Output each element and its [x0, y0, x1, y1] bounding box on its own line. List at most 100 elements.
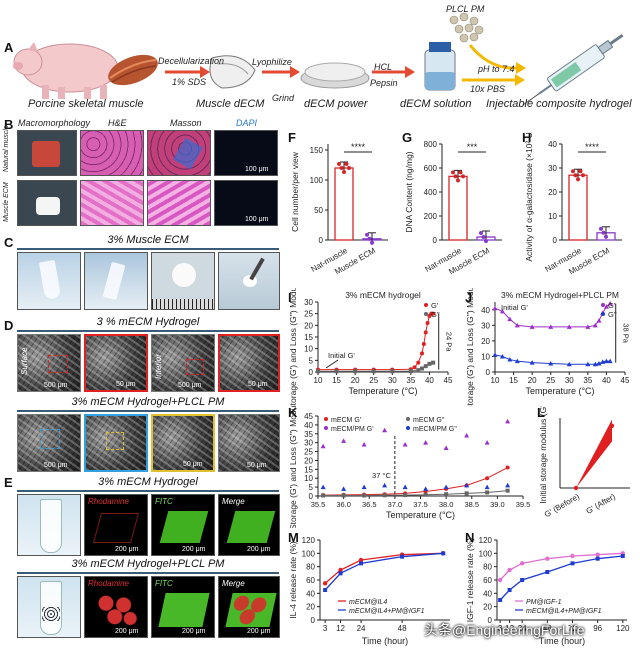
chart-n-point-1-4: [570, 561, 575, 566]
chart-k-series-line-1: [323, 490, 508, 496]
chart-n-point-1-3: [545, 570, 550, 574]
d-sem-interior-zoom: 50 μm: [218, 334, 280, 392]
chart-k-xtick-label-8: 39.5: [516, 500, 531, 509]
panel-label-c: C: [4, 235, 14, 250]
chart-i-annotation: Initial G': [328, 351, 355, 360]
step4-sub-label: 10x PBS: [470, 84, 506, 94]
d-scale-7: 50 μm: [247, 462, 267, 469]
chart-l-wedge: [576, 419, 612, 488]
chart-k-legend-label-1: mECM G'': [413, 417, 444, 424]
chart-j-xtick-label-6: 40: [602, 376, 611, 385]
e-scale-4: 200 μm: [115, 628, 139, 635]
chart-j-point-0-6: [566, 324, 572, 329]
chart-m-ytick-label-0: 0: [311, 616, 316, 625]
chart-k-xtick-label-5: 38.0: [439, 500, 454, 509]
chart-j-point-0-4: [529, 324, 535, 329]
chart-j-xtick-label-0: 10: [491, 376, 500, 385]
chart-j-point-1-1: [499, 353, 505, 359]
c-photo-drop: [151, 252, 215, 310]
chart-n-xtick-label-4: 72: [568, 624, 577, 633]
b-row1-label: Natural muscle: [3, 125, 10, 172]
chart-j-ytick-label-0: 0: [486, 368, 491, 377]
chart-k-legend-marker-3: [406, 426, 410, 430]
chart-j-ytick-label-1: 10: [481, 352, 490, 361]
chart-g-point-1-0: [479, 231, 483, 235]
chart-h-ylabel: Activity of α-galactosidase (×10² U/g): [524, 132, 534, 262]
step1-sub-label: 1% SDS: [172, 77, 207, 87]
chart-k-ytick-label-4: 20: [304, 456, 313, 465]
chart-k-xtick-label-1: 36.0: [336, 500, 351, 509]
b-macro-ecm: [17, 180, 77, 226]
chart-n-xlabel: Time (hour): [539, 636, 585, 646]
chart-n-ytick-label-1: 20: [483, 603, 492, 612]
chart-i-point-1-10: [431, 360, 436, 365]
chart-m-xtick-label-0: 3: [323, 624, 328, 633]
chart-m-legend-label-1: mECM@IL4+PM@IGF1: [349, 608, 425, 615]
chart-i-point-1-2: [353, 369, 358, 374]
chart-i-point-1-6: [416, 368, 421, 373]
chart-m-point-1-3: [400, 554, 405, 559]
chart-h-point-1-0: [599, 226, 603, 231]
chart-k-ytick-label-6: 30: [304, 439, 313, 448]
chart-m: 0 20 40 60 80 100 120 IL-4 release rate (%) 3 12 2…: [288, 536, 450, 646]
chart-j-point-1-2: [507, 357, 513, 362]
chart-i-xtick-label-5: 35: [406, 376, 415, 385]
chart-k-point-2-7: [464, 433, 470, 438]
chart-k-annotation: 37 °C: [372, 471, 391, 480]
chart-j-xtick-label-2: 20: [528, 376, 537, 385]
chart-i-xtick-label-4: 30: [388, 376, 397, 385]
chart-i-xtick-label-2: 20: [351, 376, 360, 385]
panel-label-k: K: [288, 405, 298, 420]
bottle-icon: [424, 42, 456, 91]
d-sem-pm-3: 50 μm: [151, 414, 215, 472]
chart-k-point-2-9: [505, 418, 511, 424]
chart-i-point-1-0: [316, 369, 320, 374]
chart-n-point-0-5: [595, 552, 600, 557]
chart-k-point-1-8: [485, 490, 490, 495]
b-header-he: H&E: [108, 118, 127, 128]
chart-i-annotation-arrow: [325, 359, 339, 369]
chart-k-point-1-4: [403, 493, 408, 498]
b-dapi-ecm: 100 μm: [214, 180, 278, 226]
schematic-panel: Porcine skeletal muscle Decellularizatio…: [0, 0, 640, 115]
chart-i-xtick-label-1: 15: [332, 376, 341, 385]
chart-k-legend-marker-1: [406, 417, 410, 421]
chart-k-xtick-label-4: 37.5: [413, 500, 428, 509]
chart-k-point-3-4: [402, 484, 408, 490]
b-header-dapi: DAPI: [236, 118, 258, 128]
chart-k-point-1-6: [444, 492, 449, 497]
chart-i-ylabel: Storage (G') and Loss (G'') Modulus/Pa: [288, 288, 298, 406]
decm-solution-label: dECM solution: [400, 98, 472, 110]
d-title-1: 3 % mECM Hydrogel: [96, 316, 200, 328]
chart-m-xtick-label-3: 48: [398, 624, 407, 633]
chart-f-ytick-label-0: 0: [319, 236, 324, 245]
d-scale-5: 500 μm: [44, 462, 68, 469]
chart-n-ytick-label-6: 120: [479, 536, 493, 545]
panel-label-m: M: [288, 530, 299, 545]
chart-f-point-1-1: [367, 236, 372, 241]
d-divider-2: [17, 410, 279, 412]
chart-g-ylabel: DNA Content (ng/mg): [404, 151, 414, 232]
chart-h-point-0-1: [573, 173, 578, 178]
d-scale-2: 50 μm: [116, 381, 136, 388]
panel-label-i: I: [288, 290, 292, 305]
chart-g-ytick-label-0: 0: [433, 236, 438, 245]
chart-i-point-0-10: [423, 330, 428, 335]
panel-label-a: A: [4, 40, 14, 55]
chart-j-xlabel: Temperature (°C): [525, 386, 594, 396]
chart-j-legend-label-1: G'': [608, 310, 617, 319]
chart-m-legend-label-0: mECM@IL4: [349, 599, 387, 606]
chart-f-point-0-4: [347, 166, 351, 170]
chart-k-ytick-label-3: 15: [304, 465, 313, 474]
e-merge-label-2: Merge: [222, 579, 245, 588]
chart-h-sig-label: ****: [585, 142, 600, 152]
c-photo-tube: [17, 252, 81, 310]
b-header-masson: Masson: [170, 118, 202, 128]
chart-f-ylabel: Cell number/per view: [290, 151, 300, 232]
chart-k-point-2-5: [423, 440, 429, 445]
panel-label-n: N: [465, 530, 475, 545]
chart-m-ytick-label-1: 20: [306, 603, 315, 612]
